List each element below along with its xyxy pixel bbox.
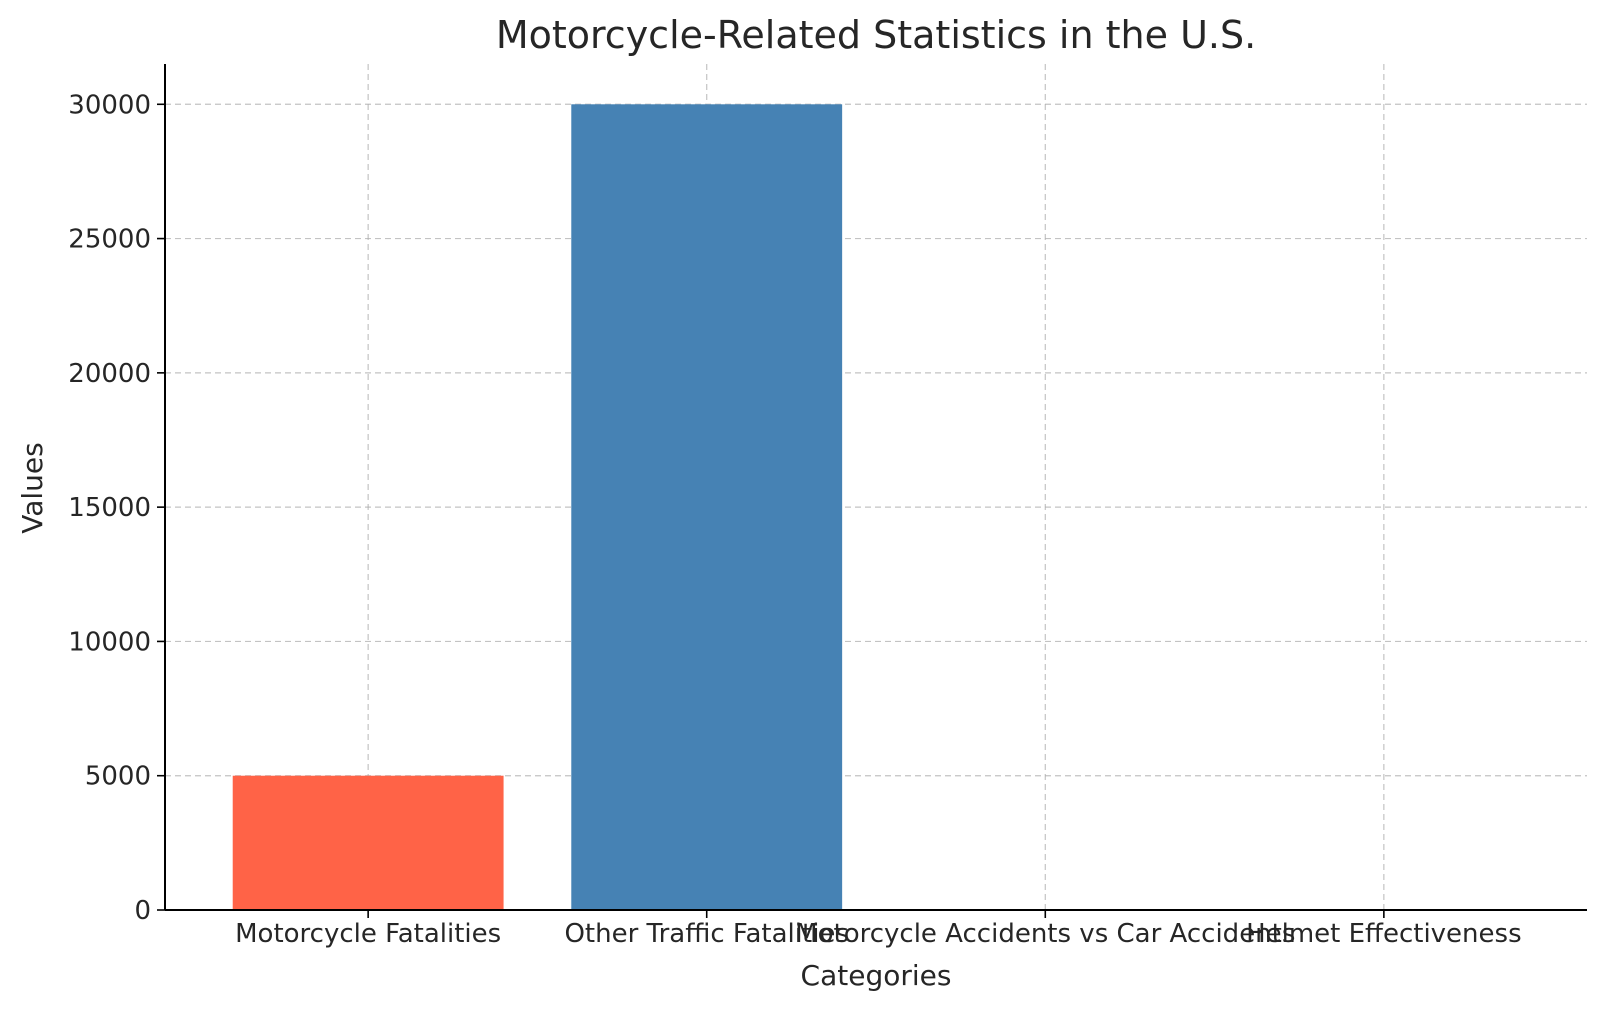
x-tick-label: Helmet Effectiveness: [1246, 919, 1522, 949]
y-tick-label: 0: [134, 896, 151, 926]
grid-layer: [165, 64, 1587, 911]
bar: [571, 104, 843, 911]
bar: [232, 775, 504, 910]
y-tick-label: 15000: [68, 493, 151, 523]
x-tick-label: Motorcycle Accidents vs Car Accidents: [795, 919, 1295, 949]
axis-layer: [164, 64, 1587, 911]
y-tick-label: 5000: [85, 762, 151, 792]
chart-title: Motorcycle-Related Statistics in the U.S…: [496, 13, 1256, 57]
tick-layer: 0 5000 10000 15000 20000 25000 30000 Motorcycle…: [68, 90, 1521, 949]
x-axis-label: Categories: [801, 959, 952, 992]
y-tick-label: 25000: [68, 225, 151, 255]
y-axis-label: Values: [16, 442, 49, 533]
y-tick-label: 20000: [68, 359, 151, 389]
x-tick-label: Motorcycle Fatalities: [235, 919, 501, 949]
y-tick-label: 30000: [68, 90, 151, 120]
bar-layer: [232, 104, 1520, 911]
x-tick-label: Other Traffic Fatalities: [564, 919, 849, 949]
y-tick-label: 10000: [68, 627, 151, 657]
